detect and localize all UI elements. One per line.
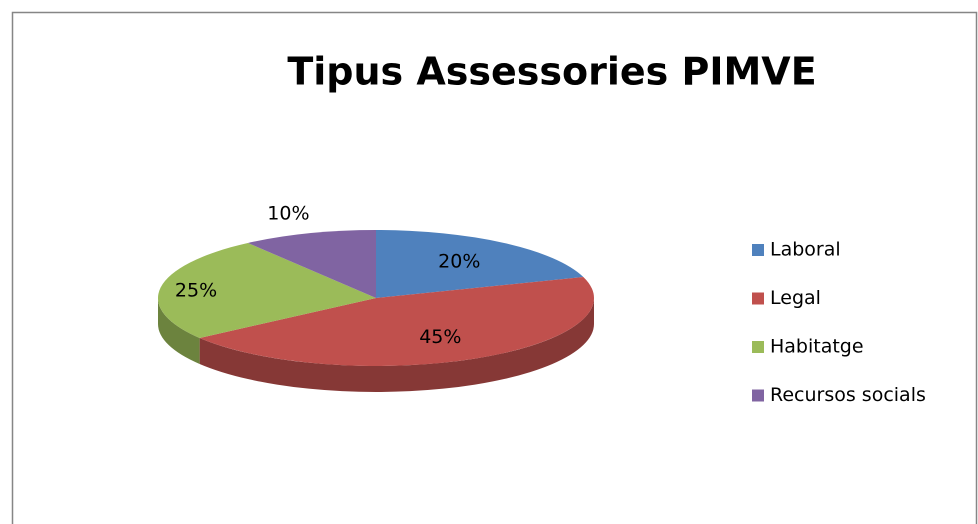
pie-slice xyxy=(199,276,594,366)
legend-label: Habitatge xyxy=(770,336,864,358)
legend-label: Recursos socials xyxy=(770,384,926,406)
legend-label: Laboral xyxy=(770,239,841,261)
legend-swatch xyxy=(752,389,764,402)
pie-slice xyxy=(376,230,584,298)
data-label: 10% xyxy=(267,202,309,224)
legend-swatch xyxy=(752,292,764,305)
legend-swatch xyxy=(752,244,764,256)
legend-label: Legal xyxy=(770,287,821,309)
pie-slice-side xyxy=(199,298,595,392)
pie-slice-side xyxy=(158,298,200,364)
data-label: 25% xyxy=(175,280,217,302)
pie-slice xyxy=(157,242,376,338)
pie-slice xyxy=(247,230,376,298)
data-label: 20% xyxy=(438,251,480,273)
chart-title: Tipus Assessories PIMVE xyxy=(287,50,816,94)
data-label: 45% xyxy=(419,326,461,348)
legend-swatch xyxy=(752,341,764,353)
